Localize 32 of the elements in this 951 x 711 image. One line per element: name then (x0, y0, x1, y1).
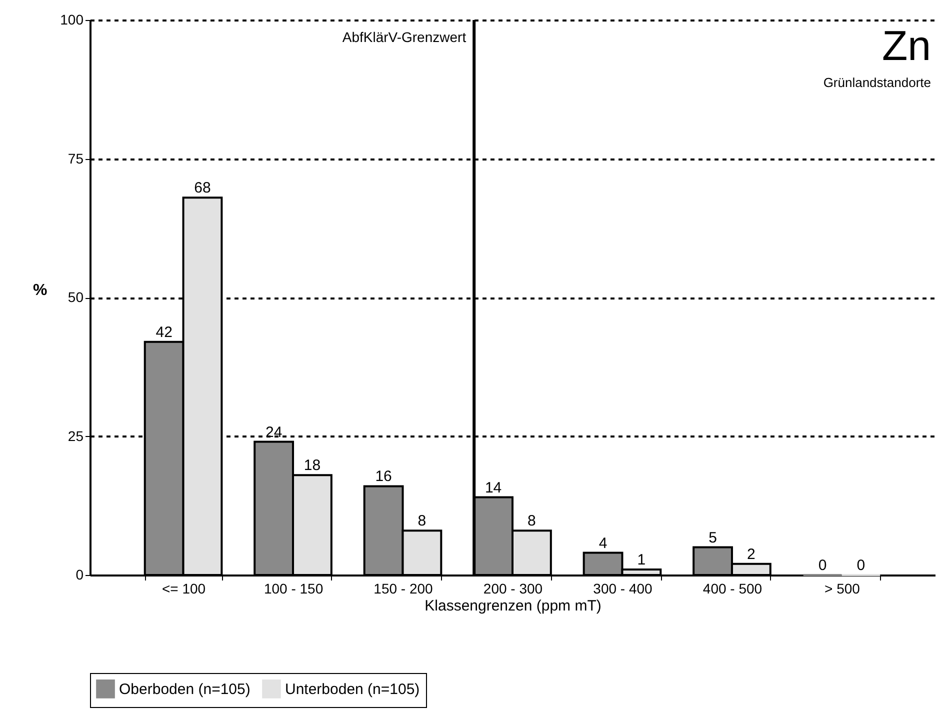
data-label: 4 (598, 534, 608, 552)
data-label: 0 (818, 557, 827, 574)
data-label: 2 (747, 546, 756, 563)
x-tick-label: 200 - 300 (483, 580, 543, 596)
data-label: 68 (194, 180, 211, 197)
data-label: 0 (856, 557, 866, 574)
y-tick-label: 0 (76, 566, 84, 582)
data-label: 1 (637, 551, 646, 568)
y-tick-label: 75 (68, 150, 84, 166)
data-label: 16 (375, 468, 392, 486)
data-label: 42 (156, 324, 172, 341)
x-tick-label: <= 100 (162, 580, 206, 596)
x-axis-title: Klassengrenzen (ppm mT) (424, 598, 602, 614)
legend-label: Oberboden (n=105) (119, 680, 250, 698)
data-label: 8 (528, 512, 536, 530)
x-tick-label: 100 - 150 (264, 580, 324, 596)
y-tick-label: 25 (68, 428, 84, 444)
data-label: 5 (708, 529, 717, 546)
y-axis-title: % (33, 282, 48, 299)
x-tick-label: 150 - 200 (374, 580, 434, 596)
data-label: 8 (418, 512, 426, 530)
data-label: 14 (484, 479, 502, 496)
x-tick-label: 400 - 500 (702, 580, 762, 596)
ref-line-label: AbfKlärV-Grenzwert (342, 29, 466, 45)
legend-label: Unterboden (n=105) (285, 680, 420, 698)
data-label: 18 (304, 457, 321, 474)
x-tick-label: 300 - 400 (593, 580, 653, 596)
y-tick-label: 100 (60, 12, 84, 28)
x-tick-label: > 500 (824, 580, 860, 596)
chart-title: Zn (882, 22, 931, 69)
text: Grünlandstandorte (823, 75, 931, 90)
y-tick-label: 50 (68, 289, 84, 305)
